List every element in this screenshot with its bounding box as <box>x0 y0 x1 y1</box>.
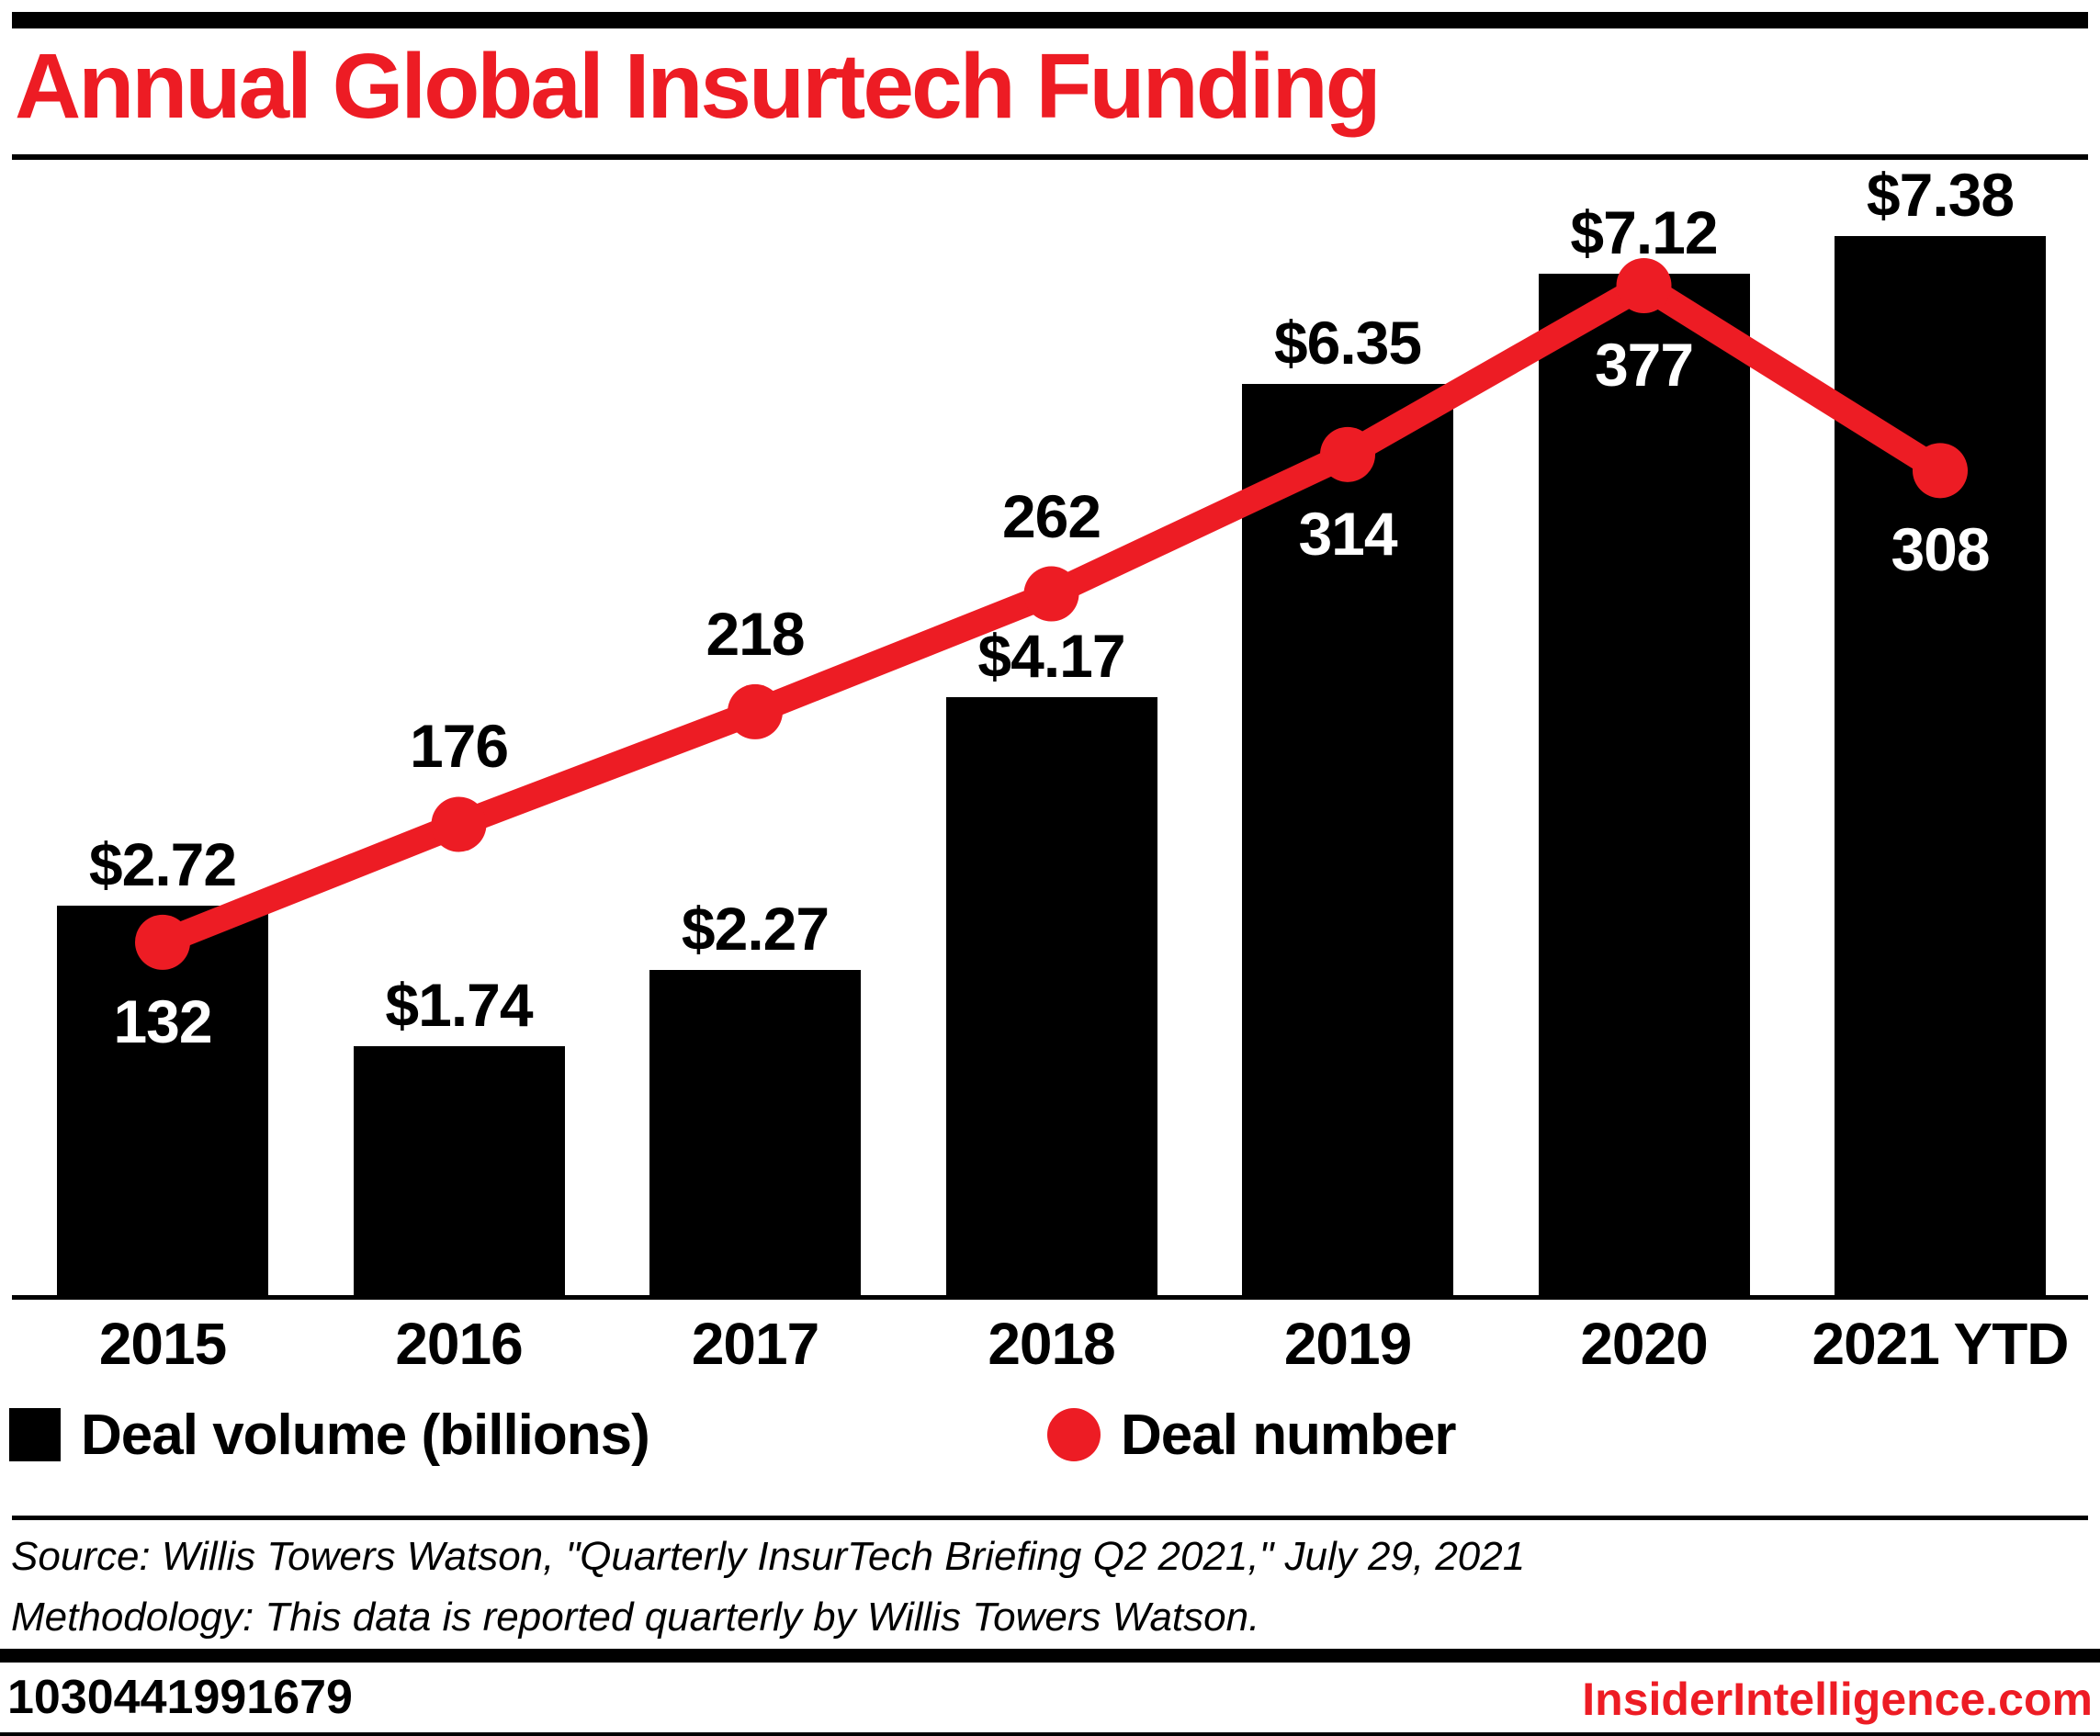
legend-label-deal-volume: Deal volume (billions) <box>81 1403 650 1467</box>
page-title: Annual Global Insurtech Funding <box>15 35 1382 138</box>
bar-2020 <box>1538 273 1750 1296</box>
x-axis-label-2019: 2019 <box>1283 1311 1412 1377</box>
deal-number-legend-dot-icon <box>1047 1408 1101 1461</box>
bottom-edge-line <box>0 1732 2100 1736</box>
legend-item-deal-volume: Deal volume (billions) <box>9 1403 650 1467</box>
x-axis-label-2016: 2016 <box>395 1311 523 1377</box>
deal-number-label: 314 <box>1298 499 1397 568</box>
bar-value-label: $4.17 <box>977 621 1125 690</box>
bar-2017 <box>649 970 861 1296</box>
deal-number-dot-2018 <box>1023 566 1079 622</box>
bar-2021-ytd <box>1835 236 2046 1296</box>
x-axis-label-2021-ytd: 2021 YTD <box>1812 1311 2070 1377</box>
legend-label-deal-number: Deal number <box>1121 1403 1457 1467</box>
deal-volume-legend-swatch-icon <box>9 1408 61 1461</box>
bar-value-label: $2.72 <box>88 829 237 898</box>
brand-url: InsiderIntelligence.com <box>1582 1674 2093 1725</box>
x-axis-label-2017: 2017 <box>691 1311 819 1377</box>
top-accent-bar <box>12 12 2088 28</box>
x-axis-label-2018: 2018 <box>988 1311 1115 1377</box>
bar-value-label: $6.35 <box>1273 309 1422 378</box>
deal-number-dot-2017 <box>728 683 783 739</box>
legend-item-deal-number: Deal number <box>1047 1403 1457 1467</box>
bar-value-label: $7.38 <box>1866 161 2015 229</box>
deal-number-label: 176 <box>409 712 509 781</box>
deal-number-label: 218 <box>706 599 805 668</box>
source-note: Source: Willis Towers Watson, "Quarterly… <box>11 1527 1525 1648</box>
footer-divider <box>12 1516 2088 1520</box>
x-axis-line <box>12 1295 2088 1300</box>
deal-number-dot-2016 <box>431 796 487 852</box>
deal-number-label: 262 <box>1001 481 1101 550</box>
bar-value-label: $2.27 <box>681 895 830 964</box>
x-axis-label-2015: 2015 <box>98 1311 227 1377</box>
bar-value-label: $1.74 <box>385 970 533 1039</box>
footer-accent-bar <box>0 1649 2100 1663</box>
methodology-line: Methodology: This data is reported quart… <box>11 1595 1260 1640</box>
source-line: Source: Willis Towers Watson, "Quarterly… <box>11 1534 1526 1579</box>
bar-value-label: $7.12 <box>1570 197 1718 266</box>
x-axis-label-2020: 2020 <box>1580 1311 1708 1377</box>
title-divider <box>12 154 2088 160</box>
deal-number-label: 132 <box>113 986 212 1055</box>
chart-id: 1030441991679 <box>7 1671 353 1724</box>
bar-2015 <box>57 905 268 1296</box>
deal-number-label: 308 <box>1891 515 1990 584</box>
bar-2016 <box>353 1045 565 1296</box>
bar-2018 <box>945 696 1157 1296</box>
deal-number-label: 377 <box>1594 331 1694 399</box>
